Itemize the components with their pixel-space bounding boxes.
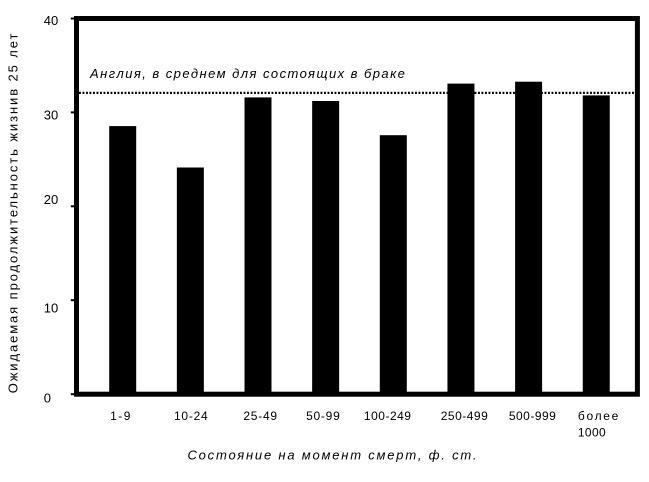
- svg-text:100-249: 100-249: [364, 409, 412, 423]
- svg-text:500-999: 500-999: [509, 409, 557, 423]
- svg-text:10: 10: [44, 301, 58, 316]
- svg-text:30: 30: [44, 107, 58, 122]
- svg-text:1-9: 1-9: [110, 409, 132, 423]
- svg-text:40: 40: [44, 13, 58, 28]
- svg-text:Ожидаемая продолжительность жи: Ожидаемая продолжительность жизнив 25 ле…: [5, 32, 20, 394]
- svg-text:Англия, в среднем для состоящи: Англия, в среднем для состоящих в браке: [89, 66, 406, 81]
- svg-text:50-99: 50-99: [306, 409, 340, 423]
- svg-text:25-49: 25-49: [243, 409, 277, 423]
- svg-text:10-24: 10-24: [174, 409, 208, 423]
- svg-text:0: 0: [44, 391, 51, 406]
- svg-text:Состояние на момент смерт, ф.: Состояние на момент смерт, ф. ст.: [187, 448, 478, 463]
- svg-text:250-499: 250-499: [441, 409, 489, 423]
- svg-text:более: более: [578, 409, 620, 423]
- svg-text:20: 20: [44, 192, 58, 207]
- svg-text:1000: 1000: [578, 425, 606, 439]
